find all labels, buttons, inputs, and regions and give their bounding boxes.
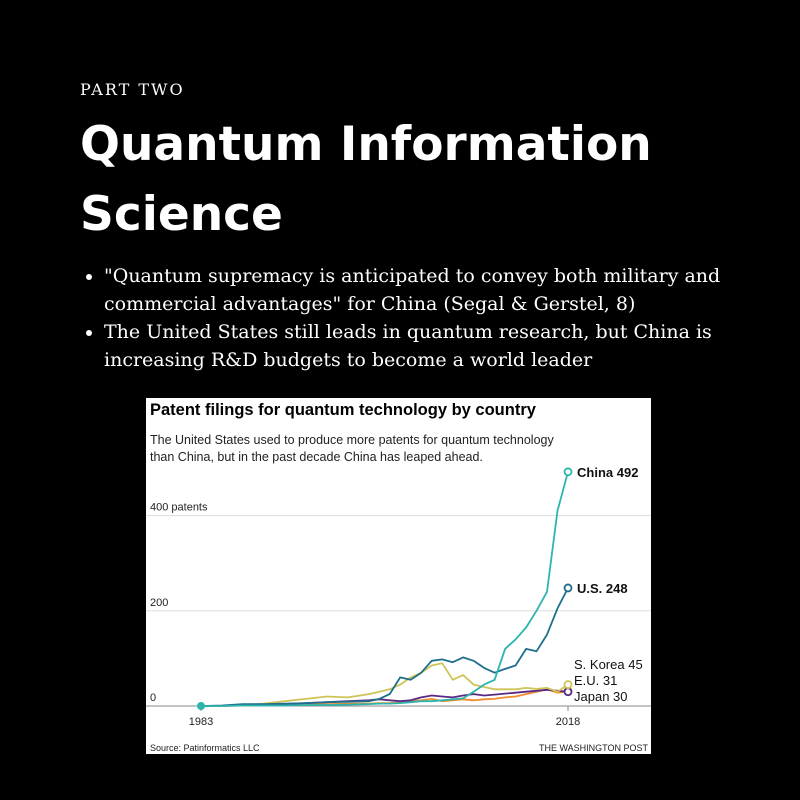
- x-tick-label: 2018: [556, 716, 580, 728]
- series-label: China 492: [577, 465, 638, 480]
- endpoint-marker: [563, 583, 573, 593]
- bullet-item: The United States still leads in quantum…: [104, 318, 784, 374]
- chart-source: Source: Patinformatics LLC: [150, 743, 260, 753]
- x-tick-label: 1983: [189, 716, 213, 728]
- series-name: S. Korea: [574, 657, 625, 672]
- endpoint-marker: [563, 467, 573, 477]
- series-value: 31: [603, 673, 617, 688]
- bullet-list: "Quantum supremacy is anticipated to con…: [80, 262, 784, 374]
- chart-subtitle-line: than China, but in the past decade China…: [150, 450, 483, 464]
- series-line-skorea: [201, 662, 569, 707]
- y-tick-label: 200: [150, 597, 168, 609]
- endpoint-marker: [563, 687, 573, 697]
- start-marker: [197, 702, 205, 710]
- chart-title: Patent filings for quantum technology by…: [150, 401, 537, 419]
- series-label: E.U. 31: [574, 673, 617, 688]
- y-tick-label: 0: [150, 692, 156, 704]
- slide-title: Quantum Information Science: [80, 117, 652, 242]
- series-name: Japan: [574, 689, 609, 704]
- series-label: Japan 30: [574, 689, 628, 704]
- endpoint-marker: [563, 680, 573, 689]
- chart-panel: Patent filings for quantum technology by…: [146, 398, 651, 754]
- series-label: S. Korea 45: [574, 657, 643, 672]
- series-value: 30: [613, 689, 627, 704]
- series-name: E.U.: [574, 673, 599, 688]
- series-name: China: [577, 465, 614, 480]
- series-value: 45: [628, 657, 642, 672]
- patent-line-chart: Patent filings for quantum technology by…: [146, 401, 651, 753]
- series-line-us: [200, 587, 569, 707]
- y-tick-label: 400 patents: [150, 502, 208, 514]
- bullet-item: "Quantum supremacy is anticipated to con…: [104, 262, 784, 318]
- series-name: U.S.: [577, 581, 602, 596]
- series-value: 248: [606, 581, 628, 596]
- chart-subtitle-line: The United States used to produce more p…: [150, 433, 554, 447]
- series-label: U.S. 248: [577, 581, 628, 596]
- series-value: 492: [617, 465, 639, 480]
- series-line-china: [201, 471, 569, 707]
- chart-credit: THE WASHINGTON POST: [539, 743, 649, 753]
- part-label: PART TWO: [80, 80, 185, 99]
